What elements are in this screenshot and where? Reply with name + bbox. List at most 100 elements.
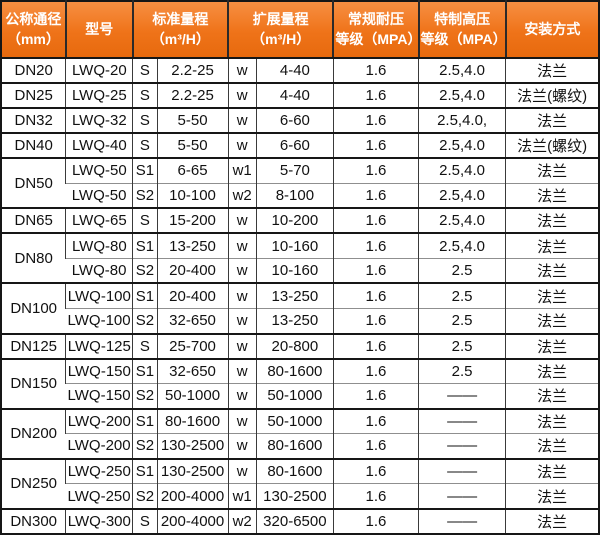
std-range-cell: 32-650 — [156, 307, 228, 334]
normal-pressure-cell: 1.6 — [332, 107, 419, 134]
col-header-model: 型号 — [64, 1, 133, 59]
dn-cell: DN150 — [1, 357, 66, 409]
col-header-high-pressure: 特制高压 等级（MPA） — [417, 1, 507, 59]
ext-range-cell: 80-1600 — [255, 457, 334, 484]
table-row: LWQ-150 S2 50-1000 w 50-1000 1.6 —— 法兰 — [1, 383, 599, 409]
install-cell: 法兰 — [505, 383, 599, 409]
normal-pressure-cell: 1.6 — [332, 132, 419, 159]
std-range-cell: 130-2500 — [156, 433, 228, 459]
normal-pressure-cell: 1.6 — [332, 182, 419, 209]
table-row: LWQ-200 S2 130-2500 w 80-1600 1.6 —— 法兰 — [1, 433, 599, 459]
normal-pressure-cell: 1.6 — [332, 332, 419, 359]
dn-cell: DN20 — [1, 56, 66, 84]
model-cell: LWQ-300 — [65, 507, 133, 534]
normal-pressure-cell: 1.6 — [332, 232, 419, 259]
high-pressure-cell: 2.5,4.0 — [418, 132, 506, 159]
install-cell: 法兰 — [505, 232, 599, 259]
table-row: DN32 LWQ-32 S 5-50 w 6-60 1.6 2.5,4.0, 法… — [1, 107, 599, 134]
model-cell: LWQ-80 — [65, 257, 133, 284]
std-range-cell: 5-50 — [156, 132, 228, 159]
ext-range-cell: 50-1000 — [255, 407, 334, 434]
normal-pressure-cell: 1.6 — [332, 383, 419, 409]
ext-code-cell: w — [227, 132, 257, 159]
ext-code-cell: w — [227, 257, 257, 284]
std-range-cell: 13-250 — [156, 232, 228, 259]
table-row: DN150 LWQ-150 S1 32-650 w 80-1600 1.6 2.… — [1, 357, 599, 409]
normal-pressure-cell: 1.6 — [332, 82, 419, 109]
std-code-cell: S1 — [132, 407, 158, 434]
std-range-cell: 15-200 — [156, 207, 228, 234]
install-cell: 法兰 — [505, 182, 599, 209]
ext-range-cell: 13-250 — [255, 282, 334, 309]
model-cell: LWQ-100 — [65, 282, 133, 309]
table-row: LWQ-50 S2 10-100 w2 8-100 1.6 2.5,4.0 法兰 — [1, 182, 599, 209]
std-range-cell: 10-100 — [156, 182, 228, 209]
model-cell: LWQ-150 — [65, 383, 133, 409]
table-row: DN125 LWQ-125 S 25-700 w 20-800 1.6 2.5 … — [1, 332, 599, 359]
std-code-cell: S1 — [132, 282, 158, 309]
high-pressure-cell: 2.5 — [418, 357, 506, 384]
install-cell: 法兰 — [505, 357, 599, 384]
table-row: DN65 LWQ-65 S 15-200 w 10-200 1.6 2.5,4.… — [1, 207, 599, 234]
install-cell: 法兰 — [505, 56, 599, 84]
high-pressure-cell: 2.5,4.0 — [418, 157, 506, 184]
std-code-cell: S1 — [132, 157, 158, 184]
std-code-cell: S2 — [132, 483, 158, 509]
model-cell: LWQ-32 — [65, 107, 133, 134]
normal-pressure-cell: 1.6 — [332, 257, 419, 284]
std-code-cell: S — [132, 207, 158, 234]
dn-cell: DN50 — [1, 157, 66, 209]
ext-range-cell: 4-40 — [255, 82, 334, 109]
table-row: DN25 LWQ-25 S 2.2-25 w 4-40 1.6 2.5,4.0 … — [1, 82, 599, 109]
std-code-cell: S1 — [132, 357, 158, 384]
dn-cell: DN40 — [1, 132, 66, 159]
install-cell: 法兰(螺纹) — [505, 132, 599, 159]
std-code-cell: S — [132, 332, 158, 359]
table-row: LWQ-80 S2 20-400 w 10-160 1.6 2.5 法兰 — [1, 257, 599, 284]
table-row: DN20 LWQ-20 S 2.2-25 w 4-40 1.6 2.5,4.0 … — [1, 56, 599, 84]
dn-cell: DN100 — [1, 282, 66, 334]
ext-range-cell: 80-1600 — [255, 433, 334, 459]
normal-pressure-cell: 1.6 — [332, 457, 419, 484]
std-range-cell: 20-400 — [156, 257, 228, 284]
std-code-cell: S — [132, 507, 158, 534]
std-range-cell: 25-700 — [156, 332, 228, 359]
ext-code-cell: w1 — [227, 483, 257, 509]
ext-range-cell: 4-40 — [255, 56, 334, 84]
std-code-cell: S — [132, 82, 158, 109]
table-row: DN50 LWQ-50 S1 6-65 w1 5-70 1.6 2.5,4.0 … — [1, 157, 599, 209]
model-cell: LWQ-50 — [65, 157, 133, 184]
install-cell: 法兰 — [505, 483, 599, 509]
normal-pressure-cell: 1.6 — [332, 207, 419, 234]
high-pressure-cell: 2.5,4.0 — [418, 207, 506, 234]
high-pressure-cell: 2.5 — [418, 332, 506, 359]
ext-code-cell: w — [227, 433, 257, 459]
install-cell: 法兰 — [505, 457, 599, 484]
model-cell: LWQ-25 — [65, 82, 133, 109]
table-row: LWQ-250 S2 200-4000 w1 130-2500 1.6 —— 法… — [1, 483, 599, 509]
model-cell: LWQ-40 — [65, 132, 133, 159]
install-cell: 法兰 — [505, 407, 599, 434]
normal-pressure-cell: 1.6 — [332, 483, 419, 509]
table-row: DN250 LWQ-250 S1 130-2500 w 80-1600 1.6 … — [1, 457, 599, 509]
std-range-cell: 32-650 — [156, 357, 228, 384]
normal-pressure-cell: 1.6 — [332, 433, 419, 459]
ext-code-cell: w — [227, 307, 257, 334]
std-range-cell: 50-1000 — [156, 383, 228, 409]
ext-range-cell: 50-1000 — [255, 383, 334, 409]
ext-range-cell: 6-60 — [255, 132, 334, 159]
std-range-cell: 2.2-25 — [156, 82, 228, 109]
ext-code-cell: w1 — [227, 157, 257, 184]
model-cell: LWQ-100 — [65, 307, 133, 334]
model-cell: LWQ-250 — [65, 457, 133, 484]
install-cell: 法兰 — [505, 282, 599, 309]
std-code-cell: S2 — [132, 307, 158, 334]
std-code-cell: S2 — [132, 433, 158, 459]
model-cell: LWQ-65 — [65, 207, 133, 234]
std-code-cell: S — [132, 56, 158, 84]
ext-code-cell: w — [227, 107, 257, 134]
install-cell: 法兰(螺纹) — [505, 82, 599, 109]
model-cell: LWQ-125 — [65, 332, 133, 359]
high-pressure-cell: 2.5,4.0 — [418, 82, 506, 109]
normal-pressure-cell: 1.6 — [332, 407, 419, 434]
